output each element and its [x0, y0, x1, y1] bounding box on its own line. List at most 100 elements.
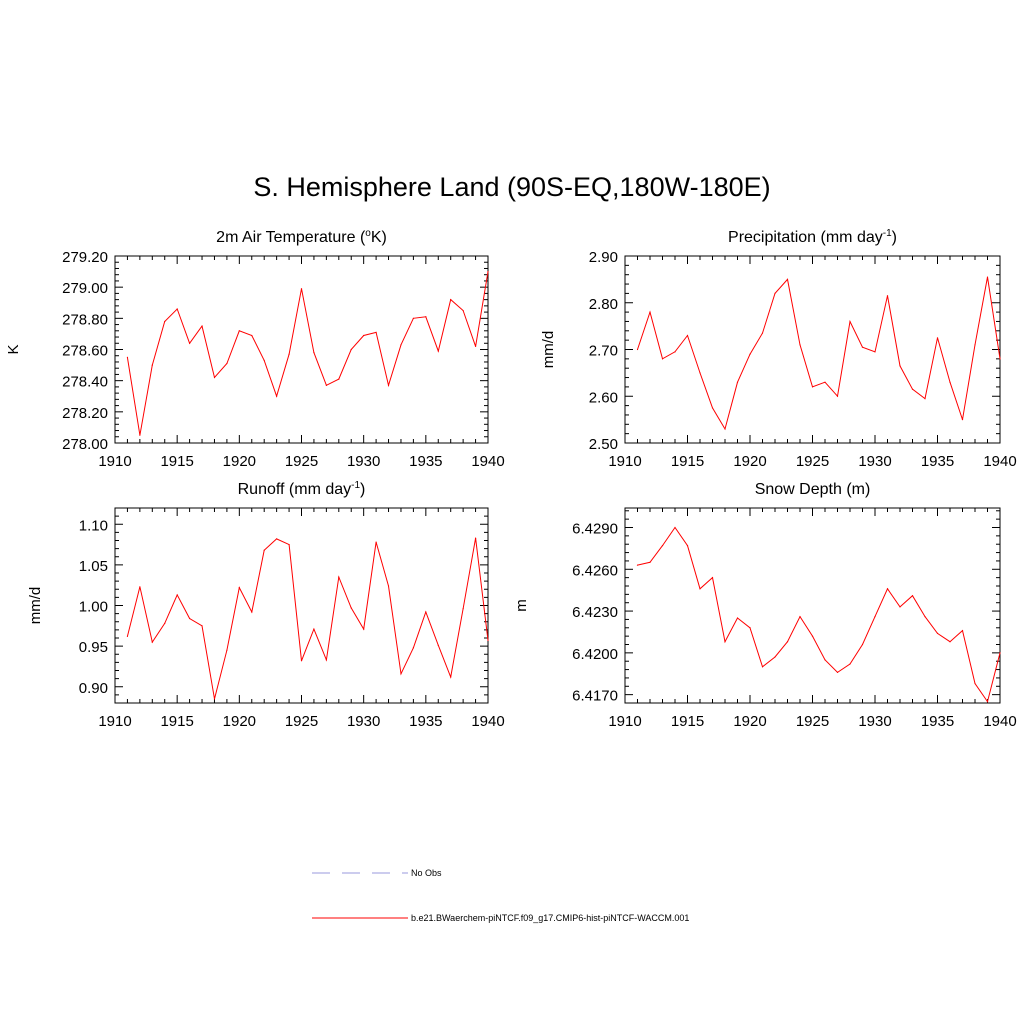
y-tick-label: 278.60: [62, 343, 108, 360]
data-point: [238, 587, 240, 589]
legend: [312, 872, 408, 919]
data-point: [711, 407, 714, 409]
data-point: [350, 348, 352, 351]
x-tick-label: 1925: [796, 453, 829, 470]
data-point: [288, 543, 290, 546]
y-tick-label: 278.20: [62, 405, 108, 422]
y-tick-label: 2.60: [589, 389, 618, 406]
x-tick-label: 1920: [733, 713, 766, 730]
data-point: [313, 628, 315, 630]
data-point: [899, 606, 901, 608]
data-point: [425, 611, 427, 613]
data-point: [949, 641, 951, 643]
data-point: [786, 278, 789, 280]
data-point: [412, 317, 414, 319]
data-point: [251, 334, 253, 337]
y-tick-label: 2.90: [589, 249, 618, 266]
panel-title: 2m Air Temperature (oK): [216, 228, 387, 246]
x-tick-label: 1930: [858, 713, 891, 730]
data-point: [263, 359, 265, 362]
y-axis-label: mm/d: [540, 331, 557, 369]
data-point: [936, 337, 939, 339]
data-point: [774, 292, 776, 294]
panel-title: Runoff (mm day-1): [238, 480, 366, 498]
y-tick-label: 6.4200: [572, 646, 618, 663]
panel-precipitation: 1910 1915 1920 1925 1930 1935 1940 2.50 2.60 2.70…: [540, 228, 1017, 470]
x-tick-label: 1915: [671, 713, 704, 730]
data-point: [387, 585, 390, 587]
y-tick-label: 0.95: [79, 639, 108, 656]
data-point: [363, 628, 365, 630]
plot-frame: [114, 507, 489, 704]
x-tick-label: 1935: [409, 453, 442, 470]
data-point: [661, 358, 664, 360]
data-point: [437, 350, 439, 352]
data-point: [911, 388, 914, 390]
x-tick-label: 1910: [608, 713, 641, 730]
data-point: [151, 364, 153, 366]
y-tick-label: 279.20: [62, 249, 108, 266]
data-point: [961, 419, 964, 421]
data-point: [375, 331, 377, 333]
data-point: [674, 351, 676, 353]
data-point: [849, 320, 851, 323]
data-point: [861, 346, 864, 348]
x-tick-label: 1935: [921, 453, 954, 470]
data-point: [189, 342, 191, 344]
data-point: [400, 673, 402, 675]
data-point: [724, 428, 726, 430]
data-point: [176, 308, 178, 310]
legend-obs-label: No Obs: [411, 868, 442, 878]
data-point: [276, 395, 278, 397]
data-point: [139, 586, 141, 588]
data-point: [949, 381, 951, 383]
x-tick-label: 1910: [98, 453, 131, 470]
y-tick-label: 0.90: [79, 680, 108, 697]
plot-frame: [114, 255, 489, 444]
data-point: [749, 627, 751, 629]
x-tick-label: 1925: [285, 453, 318, 470]
data-point: [711, 577, 714, 579]
data-point: [924, 616, 926, 618]
y-tick-label: 2.70: [589, 343, 618, 360]
data-point: [786, 641, 789, 643]
data-point: [886, 295, 889, 297]
data-point: [425, 316, 427, 318]
x-tick-label: 1920: [223, 453, 256, 470]
data-point: [300, 288, 303, 290]
data-point: [724, 641, 726, 643]
x-tick-label: 1940: [471, 453, 504, 470]
data-point: [736, 381, 739, 383]
data-point: [450, 676, 452, 678]
data-point: [474, 345, 477, 347]
data-point: [251, 611, 253, 613]
data-point: [338, 378, 340, 380]
data-point: [849, 663, 851, 665]
y-tick-label: 6.4290: [572, 521, 618, 538]
data-point: [974, 344, 976, 346]
data-point: [736, 617, 739, 619]
y-tick-label: 1.00: [79, 599, 108, 616]
data-point: [674, 526, 676, 529]
data-point: [649, 311, 651, 313]
legend-model-label: b.e21.BWaerchem-piNTCF.f09_g17.CMIP6-his…: [411, 913, 690, 923]
data-point: [126, 635, 129, 637]
x-tick-label: 1940: [983, 713, 1016, 730]
data-point: [974, 682, 976, 685]
data-point: [836, 671, 839, 673]
data-point: [824, 381, 826, 383]
x-tick-label: 1915: [671, 453, 704, 470]
data-point: [661, 545, 664, 547]
data-point: [761, 332, 764, 334]
data-point: [636, 348, 639, 351]
data-point: [164, 622, 166, 624]
x-tick-label: 1920: [733, 453, 766, 470]
data-point: [999, 358, 1001, 360]
data-point: [213, 376, 216, 379]
data-point: [636, 564, 639, 566]
y-tick-label: 278.40: [62, 374, 108, 391]
data-point: [313, 352, 315, 354]
data-point: [325, 659, 327, 661]
data-point: [462, 309, 464, 312]
x-tick-label: 1915: [160, 453, 193, 470]
